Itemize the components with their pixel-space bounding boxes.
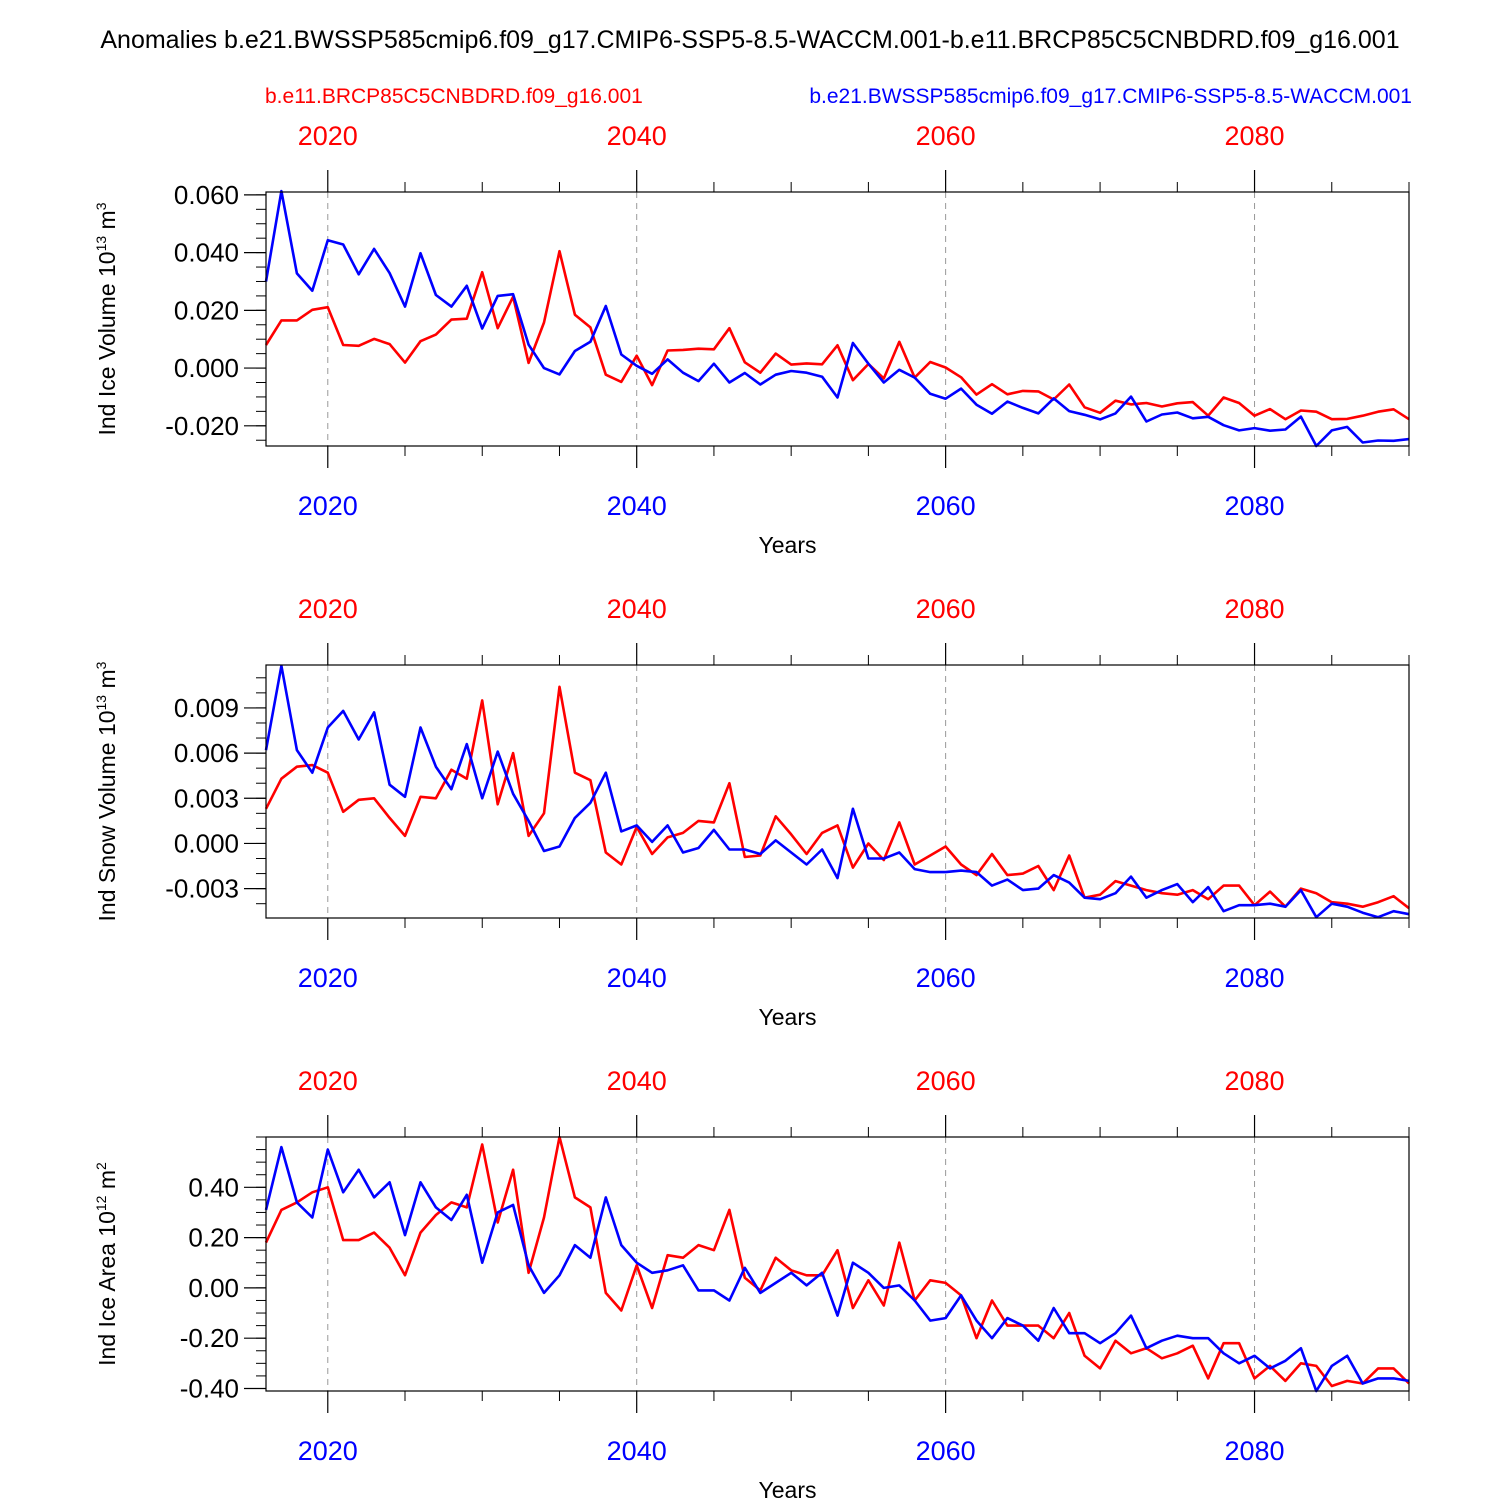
- x-tick-label-bottom: 2060: [916, 963, 976, 993]
- y-axis-label-part: Ind Ice Area 10: [94, 1211, 120, 1366]
- y-axis-label: Ind Snow Volume 1013 m3: [93, 661, 120, 921]
- series-line-red: [264, 1135, 1410, 1388]
- x-tick-label-top: 2020: [298, 594, 358, 624]
- series-line-red: [264, 249, 1410, 421]
- series-line-blue: [264, 1145, 1410, 1393]
- x-tick-label-bottom: 2040: [607, 963, 667, 993]
- x-axis-label: Years: [759, 1477, 817, 1500]
- y-axis-label-part: m: [94, 669, 120, 695]
- y-axis-label-exponent: 13: [93, 695, 109, 711]
- x-tick-label-bottom: 2040: [607, 1436, 667, 1466]
- x-tick-label-bottom: 2080: [1225, 1436, 1285, 1466]
- y-tick-label: 0.006: [174, 738, 239, 768]
- chart-panel-3: 2020 2020 2040 2040 2060 2060 2080 2080 Years -0.…: [93, 1066, 1410, 1500]
- x-tick-label-top: 2080: [1225, 594, 1285, 624]
- x-tick-label-bottom: 2020: [298, 1436, 358, 1466]
- y-tick-label: 0.40: [188, 1172, 239, 1202]
- x-axis-label: Years: [759, 532, 817, 558]
- y-tick-label: 0.060: [174, 180, 239, 210]
- y-axis-label-part: Ind Ice Volume 10: [94, 251, 120, 435]
- x-tick-label-top: 2020: [298, 1066, 358, 1096]
- y-tick-label: 0.020: [174, 295, 239, 325]
- y-tick-label: 0.000: [174, 828, 239, 858]
- y-axis-label-part: Ind Snow Volume 10: [94, 710, 120, 921]
- legend-red-label: b.e11.BRCP85C5CNBDRD.f09_g16.001: [265, 85, 643, 108]
- x-tick-label-top: 2040: [607, 594, 667, 624]
- x-tick-label-bottom: 2060: [916, 1436, 976, 1466]
- x-tick-label-top: 2080: [1225, 121, 1285, 151]
- x-tick-label-top: 2040: [607, 121, 667, 151]
- y-axis-label-exponent: 3: [93, 661, 109, 669]
- series-line-blue: [264, 189, 1410, 448]
- y-tick-label: -0.020: [165, 411, 239, 441]
- x-tick-label-bottom: 2080: [1225, 963, 1285, 993]
- y-tick-label: 0.00: [188, 1273, 239, 1303]
- y-tick-label: 0.009: [174, 693, 239, 723]
- plot-frame: [265, 1136, 1410, 1392]
- x-tick-label-bottom: 2040: [607, 491, 667, 521]
- y-tick-label: 0.003: [174, 783, 239, 813]
- legend-blue-label: b.e21.BWSSP585cmip6.f09_g17.CMIP6-SSP5-8…: [809, 85, 1412, 108]
- x-tick-label-bottom: 2020: [298, 491, 358, 521]
- y-tick-label: -0.003: [165, 874, 239, 904]
- x-tick-label-bottom: 2020: [298, 963, 358, 993]
- x-tick-label-top: 2060: [916, 121, 976, 151]
- x-tick-label-bottom: 2080: [1225, 491, 1285, 521]
- plot-frame: [265, 664, 1410, 919]
- chart-panel-2: 2020 2020 2040 2040 2060 2060 2080 2080 Years -0.…: [93, 594, 1410, 1030]
- x-axis-label: Years: [759, 1004, 817, 1030]
- x-tick-label-top: 2060: [916, 594, 976, 624]
- y-axis-label-part: m: [94, 1170, 120, 1196]
- y-axis-label-part: m: [94, 210, 120, 236]
- chart-title: Anomalies b.e21.BWSSP585cmip6.f09_g17.CM…: [100, 26, 1399, 54]
- x-tick-label-top: 2080: [1225, 1066, 1285, 1096]
- chart-panel-1: 2020 2020 2040 2040 2060 2060 2080 2080 Years -0.…: [93, 121, 1410, 558]
- y-tick-label: 0.040: [174, 238, 239, 268]
- y-axis-label-exponent: 2: [93, 1162, 109, 1170]
- series-line-blue: [264, 664, 1410, 919]
- y-tick-label: 0.000: [174, 353, 239, 383]
- y-axis-label: Ind Ice Area 1012 m2: [93, 1162, 120, 1366]
- x-tick-label-bottom: 2060: [916, 491, 976, 521]
- y-tick-label: -0.40: [180, 1373, 239, 1403]
- y-axis-label-exponent: 12: [93, 1195, 109, 1211]
- y-axis-label-exponent: 3: [93, 202, 109, 210]
- x-tick-label-top: 2060: [916, 1066, 976, 1096]
- y-tick-label: 0.20: [188, 1223, 239, 1253]
- y-axis-label: Ind Ice Volume 1013 m3: [93, 202, 120, 435]
- y-axis-label-exponent: 13: [93, 236, 109, 252]
- x-tick-label-top: 2040: [607, 1066, 667, 1096]
- x-tick-label-top: 2020: [298, 121, 358, 151]
- y-tick-label: -0.20: [180, 1323, 239, 1353]
- plot-frame: [265, 191, 1410, 447]
